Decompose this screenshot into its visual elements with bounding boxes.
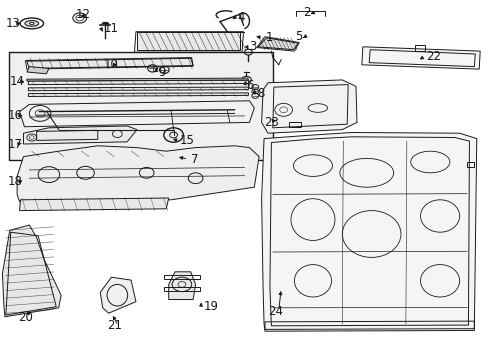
Text: 20: 20 [19,311,33,324]
Text: 9: 9 [158,66,165,78]
Polygon shape [27,58,193,68]
Polygon shape [261,132,476,331]
Text: 10: 10 [104,58,119,71]
Polygon shape [261,80,356,133]
Polygon shape [137,32,239,50]
Bar [9,52,272,160]
Polygon shape [2,225,61,317]
Text: 19: 19 [203,300,218,313]
Polygon shape [258,38,298,50]
Polygon shape [17,146,259,202]
Polygon shape [28,80,248,85]
Text: 21: 21 [107,319,122,332]
Text: 17: 17 [7,138,22,150]
Text: 5: 5 [295,30,302,42]
Polygon shape [20,101,254,127]
Polygon shape [28,87,248,91]
Text: 23: 23 [264,116,278,129]
Polygon shape [361,47,479,69]
Text: 16: 16 [7,109,22,122]
Polygon shape [28,93,248,96]
Text: 15: 15 [180,134,194,147]
Text: 1: 1 [265,31,272,44]
Polygon shape [20,198,168,211]
Text: 22: 22 [426,50,441,63]
Ellipse shape [25,21,39,26]
Text: 3: 3 [249,40,256,53]
Text: 8: 8 [257,87,264,100]
Polygon shape [27,78,248,81]
Polygon shape [100,277,136,313]
Text: 2: 2 [303,6,310,19]
Text: 6: 6 [246,79,253,92]
Text: 18: 18 [7,175,22,188]
Text: 13: 13 [6,17,20,30]
Text: 4: 4 [237,11,244,24]
Polygon shape [27,67,49,74]
Text: 11: 11 [103,22,119,35]
Polygon shape [168,272,195,300]
Text: 12: 12 [76,8,91,21]
Text: 24: 24 [267,305,283,318]
Text: 7: 7 [190,153,198,166]
Text: 14: 14 [10,75,25,87]
Polygon shape [23,126,137,144]
